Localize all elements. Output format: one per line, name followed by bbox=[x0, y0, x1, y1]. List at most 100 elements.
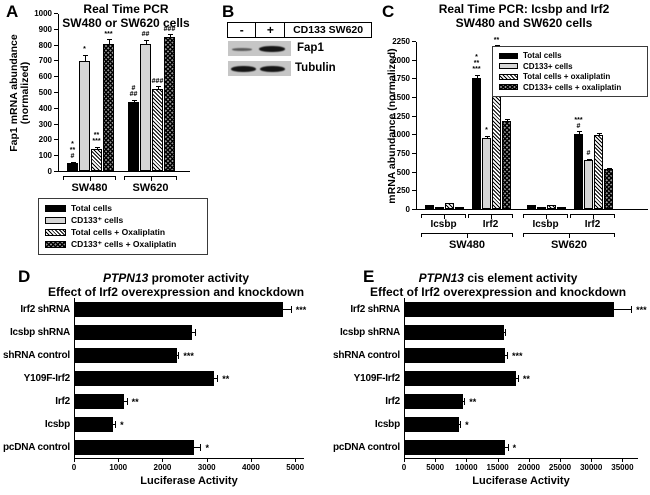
error-bar-cap bbox=[82, 54, 88, 56]
significance-annotation: * bbox=[512, 442, 517, 453]
y-tick-label: 2000 bbox=[392, 55, 410, 65]
significance-annotation: # bbox=[586, 150, 591, 158]
fap1-band-minus bbox=[232, 47, 252, 51]
bar bbox=[405, 394, 464, 409]
bar-group: * ** *** * ** bbox=[472, 37, 511, 209]
error-bar bbox=[82, 54, 88, 62]
bar-slot: ***# bbox=[67, 14, 78, 171]
annotation-line: * bbox=[71, 141, 74, 149]
x-tick-mark bbox=[466, 459, 468, 462]
panel-e-label: E bbox=[363, 267, 375, 286]
annotation-line: # bbox=[586, 150, 591, 158]
y-tick-mark bbox=[412, 153, 416, 154]
y-tick-mark bbox=[54, 60, 58, 62]
error-bar bbox=[112, 421, 117, 428]
bar-slot bbox=[537, 42, 546, 209]
bar-row: *** bbox=[75, 344, 304, 367]
annotation-line: ### bbox=[151, 77, 164, 85]
significance-annotation: ### bbox=[164, 26, 176, 33]
error-bar bbox=[516, 375, 519, 382]
annotation-line: * bbox=[475, 54, 478, 62]
group-bracket bbox=[570, 214, 615, 219]
y-tick-label: 500 bbox=[38, 88, 52, 97]
panel-b: B - + CD133 SW620 Fap1 Tubulin bbox=[215, 0, 375, 110]
y-tick-mark bbox=[412, 115, 416, 117]
x-tick-mark bbox=[250, 459, 252, 462]
significance-annotation: * bbox=[83, 46, 86, 53]
bar-slot: # bbox=[584, 42, 593, 209]
panel-a: A Real Time PCR SW480 or SW620 cells Fap… bbox=[0, 0, 215, 262]
y-tick-mark bbox=[54, 44, 58, 46]
bar bbox=[604, 169, 613, 209]
panel-d-title-line2: Effect of Irf2 overexpression and knockd… bbox=[47, 285, 305, 299]
tubulin-band-minus bbox=[231, 65, 256, 72]
error-bar-cap bbox=[106, 39, 112, 41]
significance-annotation: ** bbox=[131, 396, 139, 407]
x-tick-mark bbox=[435, 459, 437, 462]
bar-slot: ### bbox=[128, 14, 139, 171]
bracket-tick bbox=[467, 234, 469, 238]
x-tick-mark bbox=[622, 459, 624, 462]
bar-row: * bbox=[405, 436, 638, 459]
error-bar-cap bbox=[94, 147, 100, 148]
error-bar-cap bbox=[506, 352, 508, 359]
bar bbox=[405, 440, 505, 455]
legend-swatch bbox=[45, 216, 66, 224]
bar-group bbox=[425, 42, 464, 209]
x-tick-label: 0 bbox=[71, 463, 77, 472]
legend-swatch bbox=[499, 84, 518, 90]
error-bar-cap bbox=[70, 161, 76, 163]
group-label: Icsbp bbox=[532, 219, 559, 230]
category-label: Irf2 bbox=[55, 396, 70, 407]
group-label: Icsbp bbox=[430, 219, 457, 230]
bracket-tick bbox=[592, 215, 594, 219]
legend-label: CD133+ cells bbox=[523, 61, 573, 71]
panel-a-legend: Total cells CD133⁺ cells Total cells + Oxa… bbox=[38, 198, 208, 255]
significance-annotation: ** bbox=[469, 396, 477, 407]
significance-annotation: *** bbox=[183, 350, 194, 361]
error-bar-cap bbox=[586, 158, 592, 160]
bar bbox=[472, 77, 481, 209]
bar-row: ** bbox=[405, 390, 638, 413]
error-bar bbox=[106, 39, 112, 44]
x-tick-mark bbox=[295, 459, 297, 462]
bar-row: * bbox=[75, 436, 304, 459]
category-label: Y109F-Irf2 bbox=[353, 373, 401, 384]
category-label: shRNA control bbox=[332, 350, 400, 361]
significance-annotation: ### bbox=[151, 77, 164, 85]
category-label: Icsbp bbox=[374, 419, 400, 430]
bar bbox=[128, 102, 139, 171]
legend-label: CD133⁺ cells + Oxaliplatin bbox=[71, 238, 177, 249]
group-label: SW620 bbox=[132, 182, 169, 194]
x-tick-mark bbox=[206, 459, 208, 462]
tubulin-band-plus bbox=[260, 65, 285, 72]
annotation-line: *** bbox=[574, 116, 583, 124]
bar-slot bbox=[445, 42, 454, 209]
bar-row bbox=[405, 321, 638, 344]
fap1-band-plus bbox=[259, 45, 285, 52]
lane-minus-label: - bbox=[226, 22, 257, 38]
blot-header: - + CD133 SW620 bbox=[226, 22, 373, 38]
panel-c-legend: Total cells CD133+ cells Total cells + oxa… bbox=[492, 46, 648, 97]
x-tick-label: 30000 bbox=[580, 463, 603, 472]
bar bbox=[75, 394, 124, 409]
error-bar bbox=[463, 398, 466, 405]
y-tick-label: 1750 bbox=[392, 74, 410, 84]
error-bar-cap bbox=[195, 329, 197, 336]
category-label: pcDNA control bbox=[332, 442, 400, 453]
bar-row: ** bbox=[75, 390, 304, 413]
panel-a-title: Real Time PCR SW480 or SW620 cells bbox=[50, 2, 202, 30]
y-tick-mark bbox=[412, 190, 416, 192]
error-bar-cap bbox=[178, 352, 180, 359]
panel-e-title-line2: Effect of Irf2 overexpression and knockd… bbox=[369, 285, 627, 299]
group-bracket bbox=[63, 176, 116, 181]
lane-plus-label: + bbox=[255, 22, 286, 38]
bracket-tick bbox=[490, 215, 492, 219]
panel-e-title: PTPN13 cis element activity Effect of Ir… bbox=[352, 271, 644, 299]
error-bar-cap bbox=[126, 398, 128, 405]
x-tick-label: 2000 bbox=[153, 463, 172, 472]
annotation-line: *** bbox=[472, 66, 481, 74]
panel-c-group-labels: Icsbp Irf2 Icsbp Irf2 SW480 SW620 bbox=[416, 212, 648, 254]
panel-a-title-line1: Real Time PCR bbox=[83, 2, 169, 16]
legend-item: Total cells + oxaliplatin bbox=[499, 72, 641, 81]
